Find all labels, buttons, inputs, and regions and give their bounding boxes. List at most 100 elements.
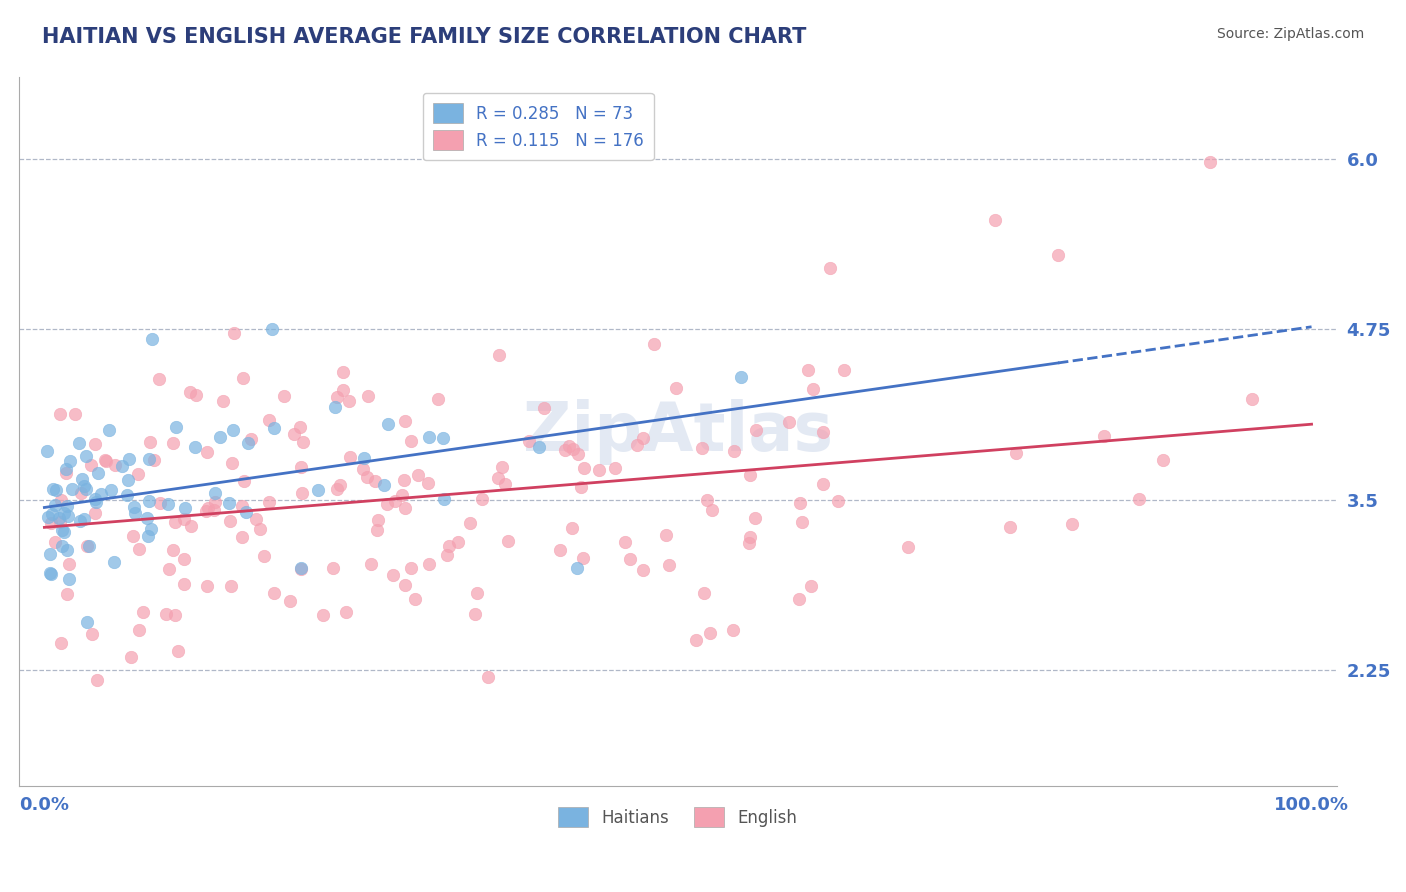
Point bbox=[118, 452, 141, 467]
Point bbox=[239, 432, 262, 446]
Point bbox=[75, 449, 97, 463]
Point bbox=[332, 384, 354, 398]
Point bbox=[827, 493, 849, 508]
Point bbox=[696, 493, 718, 508]
Point bbox=[173, 500, 195, 515]
Point bbox=[778, 415, 800, 429]
Point bbox=[626, 438, 648, 452]
Point bbox=[38, 547, 60, 561]
Point bbox=[122, 529, 145, 543]
Point bbox=[339, 450, 361, 464]
Point bbox=[818, 261, 841, 276]
Point bbox=[569, 480, 592, 494]
Point bbox=[165, 515, 187, 529]
Point bbox=[48, 511, 70, 525]
Point bbox=[211, 393, 233, 408]
Point bbox=[49, 516, 72, 530]
Point bbox=[157, 497, 180, 511]
Point bbox=[278, 593, 301, 607]
Point bbox=[128, 541, 150, 556]
Point bbox=[231, 499, 253, 513]
Point bbox=[131, 605, 153, 619]
Point bbox=[262, 322, 284, 336]
Point bbox=[87, 466, 110, 480]
Point bbox=[1152, 453, 1174, 467]
Point bbox=[335, 605, 357, 619]
Point bbox=[307, 483, 329, 497]
Point bbox=[291, 434, 314, 449]
Point bbox=[55, 466, 77, 480]
Point bbox=[233, 474, 256, 488]
Point bbox=[352, 461, 374, 475]
Point bbox=[117, 473, 139, 487]
Point bbox=[89, 487, 111, 501]
Text: Source: ZipAtlas.com: Source: ZipAtlas.com bbox=[1216, 27, 1364, 41]
Point bbox=[488, 348, 510, 362]
Point bbox=[322, 560, 344, 574]
Point bbox=[128, 623, 150, 637]
Point bbox=[723, 443, 745, 458]
Point bbox=[800, 579, 823, 593]
Point bbox=[35, 444, 58, 458]
Point bbox=[360, 557, 382, 571]
Point bbox=[80, 458, 103, 472]
Point bbox=[82, 626, 104, 640]
Point bbox=[204, 495, 226, 509]
Point bbox=[366, 523, 388, 537]
Point bbox=[665, 381, 688, 395]
Point bbox=[39, 566, 62, 581]
Point bbox=[263, 585, 285, 599]
Point bbox=[138, 494, 160, 508]
Point bbox=[41, 508, 63, 522]
Point bbox=[738, 530, 761, 544]
Point bbox=[186, 388, 208, 402]
Point bbox=[364, 474, 387, 488]
Point bbox=[245, 512, 267, 526]
Point bbox=[253, 549, 276, 563]
Point bbox=[157, 561, 180, 575]
Point bbox=[527, 440, 550, 454]
Point bbox=[427, 392, 450, 406]
Point bbox=[141, 332, 163, 346]
Point bbox=[138, 451, 160, 466]
Point bbox=[464, 607, 486, 622]
Point bbox=[562, 442, 585, 456]
Point bbox=[491, 459, 513, 474]
Point bbox=[367, 513, 389, 527]
Text: ZipAtlas: ZipAtlas bbox=[523, 399, 832, 465]
Point bbox=[219, 579, 242, 593]
Point bbox=[49, 636, 72, 650]
Point bbox=[56, 509, 79, 524]
Point bbox=[51, 523, 73, 537]
Point bbox=[56, 587, 79, 601]
Point bbox=[84, 437, 107, 451]
Point bbox=[486, 471, 509, 485]
Point bbox=[436, 548, 458, 562]
Point bbox=[533, 401, 555, 416]
Point bbox=[283, 427, 305, 442]
Point bbox=[70, 485, 93, 500]
Point bbox=[326, 390, 349, 404]
Point bbox=[127, 467, 149, 482]
Point bbox=[446, 535, 468, 549]
Point bbox=[77, 539, 100, 553]
Point bbox=[984, 213, 1007, 227]
Point bbox=[48, 407, 70, 421]
Point bbox=[263, 421, 285, 435]
Point bbox=[458, 516, 481, 531]
Point bbox=[155, 607, 177, 621]
Point bbox=[111, 458, 134, 473]
Point bbox=[93, 453, 115, 467]
Point bbox=[76, 539, 98, 553]
Point bbox=[195, 579, 218, 593]
Point bbox=[572, 550, 595, 565]
Point bbox=[83, 492, 105, 507]
Point bbox=[357, 389, 380, 403]
Point bbox=[52, 506, 75, 520]
Point bbox=[432, 431, 454, 445]
Point bbox=[56, 543, 79, 558]
Point bbox=[744, 510, 766, 524]
Point bbox=[897, 541, 920, 555]
Point bbox=[494, 476, 516, 491]
Point bbox=[75, 482, 97, 496]
